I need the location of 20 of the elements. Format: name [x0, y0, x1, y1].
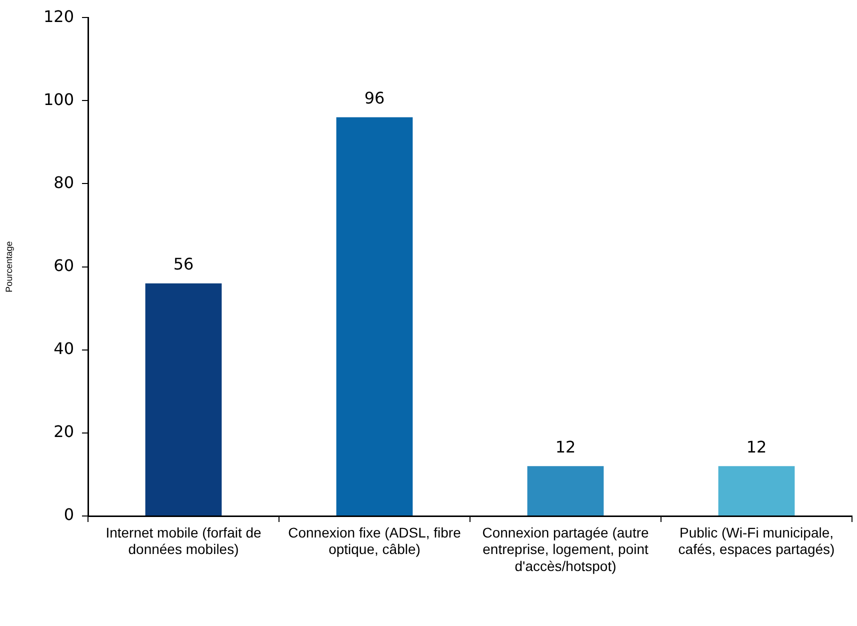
bar — [718, 466, 795, 516]
x-tick-label: Connexion partagée (autre entreprise, logement, point d'accès/hotspot) — [482, 524, 649, 574]
y-tick-label: 20 — [54, 422, 74, 442]
data-label: 12 — [746, 437, 767, 456]
y-axis-title: Pourcentage — [4, 241, 14, 292]
data-label: 56 — [173, 254, 194, 274]
x-tick-label: Connexion fixe (ADSL, fibre optique, câble) — [288, 524, 462, 558]
bar — [145, 283, 222, 516]
y-tick-label: 120 — [43, 6, 74, 26]
bar — [336, 117, 413, 516]
y-tick-label: 40 — [54, 339, 74, 358]
data-label: 96 — [364, 88, 385, 108]
y-tick-label: 80 — [54, 172, 74, 192]
y-tick-label: 60 — [54, 256, 74, 275]
x-tick-label: Internet mobile (forfait de données mobiles) — [106, 524, 262, 558]
y-tick-label: 0 — [64, 505, 74, 524]
data-label: 12 — [555, 437, 576, 456]
x-tick-label: Public (Wi-Fi municipale, cafés, espaces partagés) — [678, 524, 835, 558]
y-tick-label: 100 — [43, 90, 74, 109]
bar — [527, 466, 604, 516]
